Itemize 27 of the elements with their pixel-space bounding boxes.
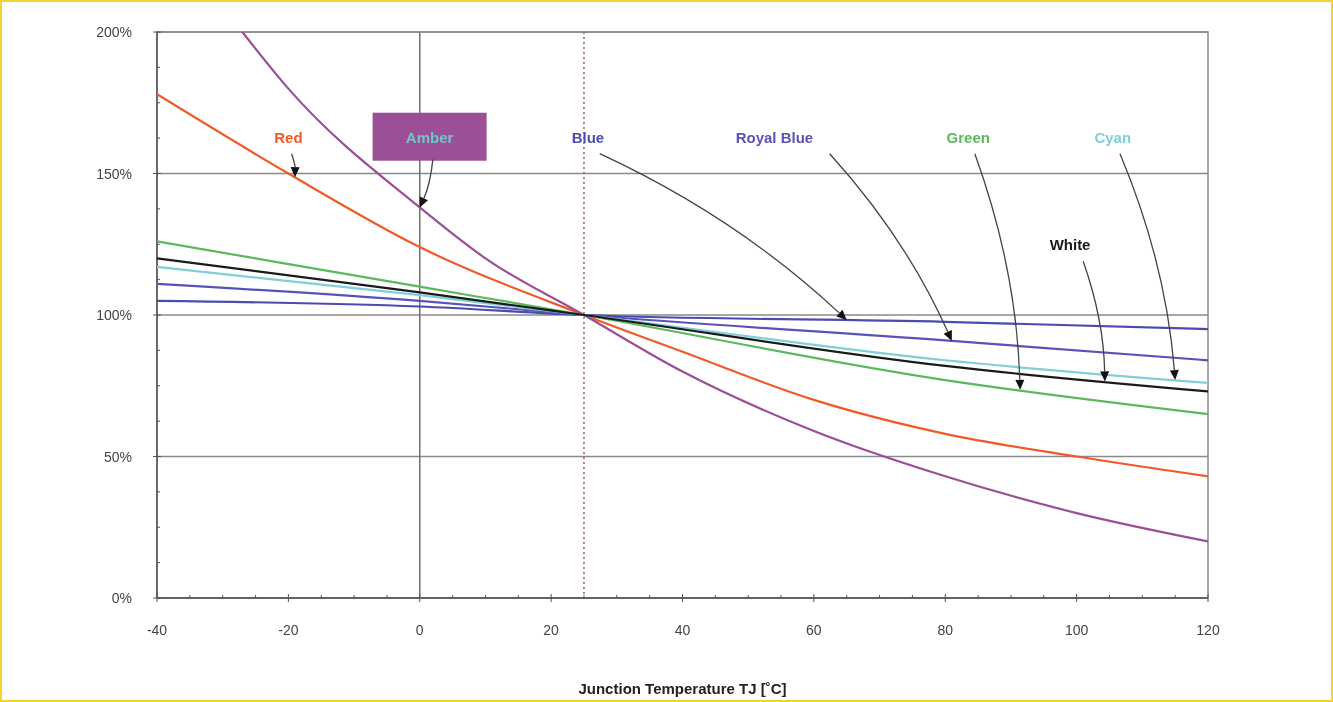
y-tick-label: 200% [96,24,132,40]
text: Amber [405,128,454,146]
text: Cyan [1094,128,1132,146]
text: Blue [571,128,605,146]
text: Green [946,128,990,146]
line-series [157,93,1208,478]
text: White [1049,236,1091,254]
x-tick-label: 20 [543,622,560,638]
x-tick-label: 0 [415,622,424,638]
x-tick-label: 40 [674,622,691,638]
x-tick-label: 120 [1196,622,1220,638]
y-tick-label: 0% [111,590,132,606]
x-axis-title: Junction Temperature TJ [˚C] [578,680,787,697]
y-tick-label: 50% [103,448,132,465]
x-tick-label: -40 [146,622,168,638]
line-series [241,32,1208,543]
y-tick-label: 100% [96,307,132,323]
text: Royal Blue [735,128,814,146]
x-tick-label: 100 [1064,622,1089,638]
x-tick-label: 80 [937,622,954,638]
y-tick-label: 150% [96,165,132,182]
x-tick-label: 60 [806,622,822,638]
line-series [157,240,1208,416]
line-series [157,299,1208,331]
series-label: Red [274,128,303,146]
x-tick-label: -20 [278,622,299,638]
line-series [157,282,1208,362]
